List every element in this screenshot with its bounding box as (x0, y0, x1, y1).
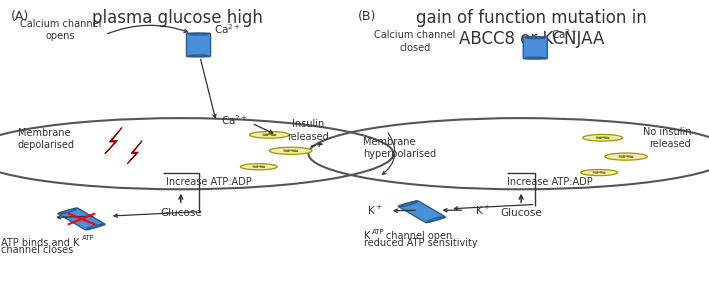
Ellipse shape (525, 37, 545, 39)
Text: ATP: ATP (372, 229, 384, 235)
FancyBboxPatch shape (523, 37, 547, 59)
Ellipse shape (189, 55, 208, 57)
Ellipse shape (401, 202, 417, 206)
Text: Ca$^{2+}$: Ca$^{2+}$ (551, 27, 578, 41)
Text: channel closes: channel closes (1, 245, 74, 255)
Ellipse shape (250, 132, 289, 138)
Text: Increase ATP:ADP: Increase ATP:ADP (167, 177, 252, 187)
Ellipse shape (525, 57, 545, 59)
Text: channel open: channel open (364, 231, 452, 240)
Text: Ca$^{2+}$: Ca$^{2+}$ (221, 113, 248, 127)
Text: ATP: ATP (82, 235, 94, 241)
Text: No insulin
released: No insulin released (643, 126, 691, 149)
Ellipse shape (605, 153, 647, 160)
Text: Increase ATP:ADP: Increase ATP:ADP (507, 177, 592, 187)
Text: ABCC8 or KCNJAA: ABCC8 or KCNJAA (459, 30, 605, 48)
Text: ATP binds and K: ATP binds and K (1, 238, 80, 248)
Ellipse shape (269, 147, 312, 154)
Text: Calcium channel
opens: Calcium channel opens (20, 19, 101, 41)
Text: gain of function mutation in: gain of function mutation in (416, 9, 647, 27)
Text: Insulin
released: Insulin released (288, 119, 329, 142)
Ellipse shape (581, 169, 618, 176)
Text: (B): (B) (358, 10, 376, 23)
Text: Calcium channel
closed: Calcium channel closed (374, 30, 455, 53)
Polygon shape (128, 141, 142, 164)
Text: K$^+$: K$^+$ (475, 204, 491, 217)
Text: Glucose: Glucose (160, 208, 201, 218)
Ellipse shape (583, 135, 623, 141)
Polygon shape (105, 128, 122, 154)
Text: Glucose: Glucose (501, 208, 542, 218)
Text: Membrane
hyperpolarised: Membrane hyperpolarised (363, 137, 436, 159)
Text: reduced ATP sensitivity: reduced ATP sensitivity (364, 238, 477, 248)
Text: (A): (A) (11, 10, 29, 23)
Ellipse shape (427, 217, 443, 222)
Text: K: K (364, 231, 370, 240)
Text: Ca$^{2+}$: Ca$^{2+}$ (214, 22, 241, 36)
Ellipse shape (189, 33, 208, 35)
FancyBboxPatch shape (186, 33, 211, 57)
Ellipse shape (86, 224, 103, 229)
FancyBboxPatch shape (398, 201, 445, 223)
Text: Membrane
depolarised: Membrane depolarised (18, 128, 74, 151)
Text: plasma glucose high: plasma glucose high (91, 9, 263, 27)
Ellipse shape (60, 209, 77, 214)
Ellipse shape (240, 164, 277, 170)
Text: K$^+$: K$^+$ (367, 204, 383, 218)
FancyBboxPatch shape (58, 208, 105, 230)
